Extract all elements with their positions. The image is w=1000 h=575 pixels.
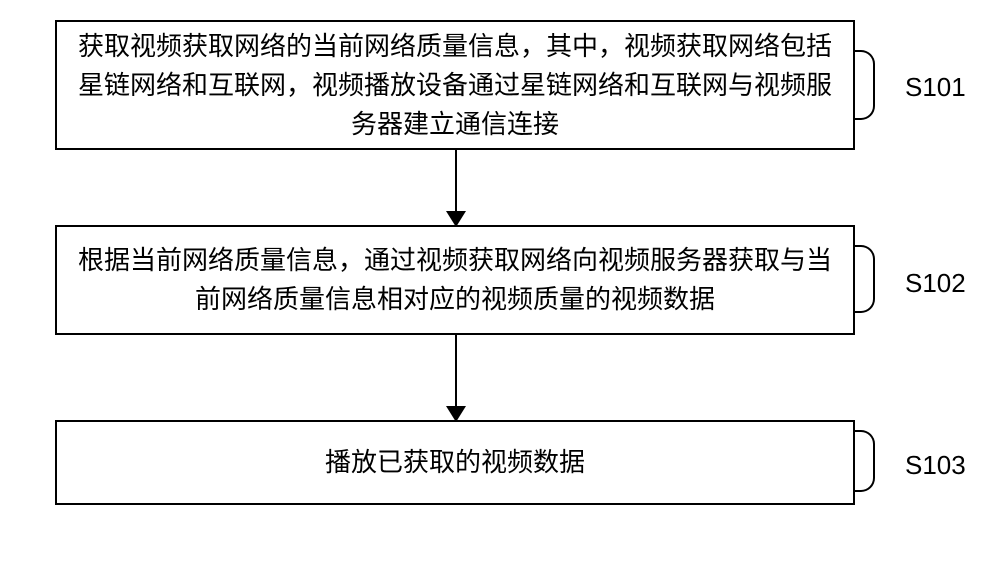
step-text: 播放已获取的视频数据: [325, 443, 585, 482]
bracket-s101: [855, 50, 875, 120]
step-box-s102: 根据当前网络质量信息，通过视频获取网络向视频服务器获取与当前网络质量信息相对应的…: [55, 225, 855, 335]
step-box-s101: 获取视频获取网络的当前网络质量信息，其中，视频获取网络包括星链网络和互联网，视频…: [55, 20, 855, 150]
flowchart-container: 获取视频获取网络的当前网络质量信息，其中，视频获取网络包括星链网络和互联网，视频…: [0, 0, 1000, 575]
step-label-s103: S103: [905, 450, 966, 481]
step-label-s102: S102: [905, 268, 966, 299]
arrow-s101-s102: [455, 150, 457, 225]
step-label-s101: S101: [905, 72, 966, 103]
bracket-s103: [855, 430, 875, 492]
step-box-s103: 播放已获取的视频数据: [55, 420, 855, 505]
bracket-s102: [855, 245, 875, 313]
arrow-s102-s103: [455, 335, 457, 420]
step-text: 根据当前网络质量信息，通过视频获取网络向视频服务器获取与当前网络质量信息相对应的…: [77, 241, 833, 319]
step-text: 获取视频获取网络的当前网络质量信息，其中，视频获取网络包括星链网络和互联网，视频…: [77, 27, 833, 144]
